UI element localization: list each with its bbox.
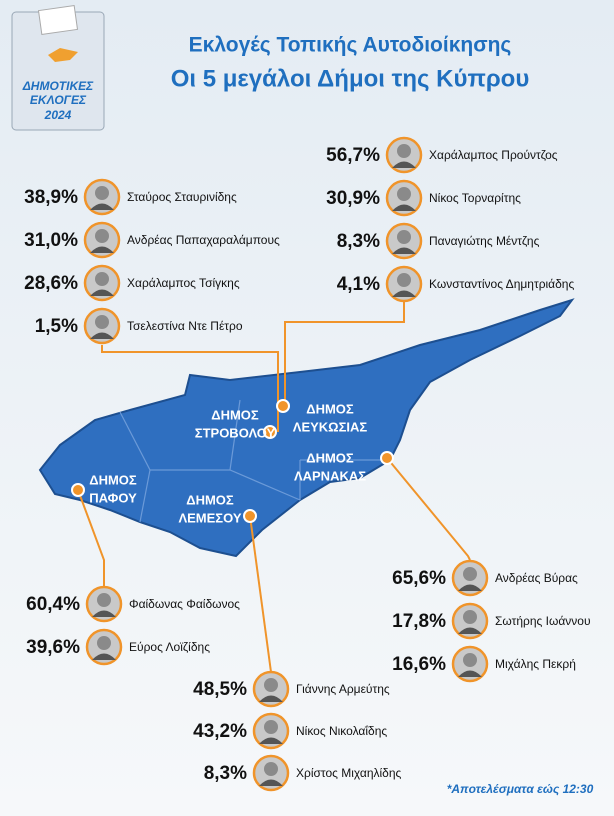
percentage: 8,3% [337,231,380,252]
photo-head [463,653,477,667]
photo-head [264,762,278,776]
map-label: ΔΗΜΟΣ [211,407,259,422]
location-dot [71,483,85,497]
photo-body [90,246,114,253]
location-dot [276,399,290,413]
photo-body [90,289,114,296]
photo-head [264,678,278,692]
location-dot [263,425,277,439]
photo-head [397,144,411,158]
map-label: ΣΤΡΟΒΟΛΟΥ [195,425,276,440]
photo-body [392,290,416,297]
candidate-name: Τσελεστίνα Ντε Πέτρο [127,319,243,333]
photo-body [458,584,482,591]
percentage: 43,2% [193,721,247,742]
candidate-name: Μιχάλης Πεκρή [495,657,576,671]
photo-head [95,315,109,329]
candidate-name: Γιάννης Αρμεύτης [296,682,390,696]
candidate-name: Νίκος Νικολαΐδης [296,724,387,738]
candidate-name: Νίκος Τορναρίτης [429,191,521,205]
footnote: *Αποτελέσματα εώς 12:30 [447,782,594,796]
logo-text: ΔΗΜΟΤΙΚΕΣ [22,79,94,93]
photo-head [97,593,111,607]
percentage: 38,9% [24,187,78,208]
title: Εκλογές Τοπικής Αυτοδιοίκησης [189,34,512,57]
photo-head [95,229,109,243]
candidate-name: Χαράλαμπος Τσίγκης [127,276,240,290]
logo-text: 2024 [44,108,72,122]
photo-head [95,186,109,200]
percentage: 31,0% [24,230,78,251]
map-label: ΛΕΥΚΩΣΙΑΣ [293,419,368,434]
photo-body [92,610,116,617]
candidate-name: Φαίδωνας Φαίδωνος [129,597,240,611]
logo-text: ΕΚΛΟΓΕΣ [30,93,87,107]
photo-head [264,720,278,734]
location-dot [380,451,394,465]
photo-body [392,161,416,168]
photo-body [92,653,116,660]
photo-body [90,332,114,339]
candidate-name: Ανδρέας Βύρας [495,571,578,585]
map-borders [119,399,390,523]
percentage: 1,5% [35,316,78,337]
photo-head [397,187,411,201]
percentage: 17,8% [392,611,446,632]
photo-body [458,627,482,634]
percentage: 56,7% [326,145,380,166]
photo-head [463,567,477,581]
photo-head [397,230,411,244]
photo-body [458,670,482,677]
percentage: 8,3% [204,763,247,784]
percentage: 16,6% [392,654,446,675]
candidate-name: Εύρος Λοϊζίδης [129,640,210,654]
photo-body [90,203,114,210]
map-label: ΔΗΜΟΣ [89,472,137,487]
percentage: 48,5% [193,679,247,700]
photo-head [463,610,477,624]
photo-body [392,247,416,254]
subtitle: Οι 5 μεγάλοι Δήμοι της Κύπρου [171,65,530,92]
candidate-name: Χαράλαμπος Προύντζος [429,148,558,162]
connector [284,300,405,406]
percentage: 4,1% [337,274,380,295]
candidate-name: Ανδρέας Παπαχαραλάμπους [127,233,280,247]
map-label: ΛΑΡΝΑΚΑΣ [294,468,366,483]
photo-head [97,636,111,650]
candidate-name: Σταύρος Σταυρινίδης [127,190,237,204]
location-dot [243,509,257,523]
candidate-name: Παναγιώτης Μέντζης [429,234,540,248]
photo-body [259,779,283,786]
map-cyprus [38,298,575,558]
map-label: ΔΗΜΟΣ [306,450,354,465]
connector [101,345,279,432]
map-label: ΛΕΜΕΣΟΥ [178,510,241,525]
candidate-name: Σωτήρης Ιωάννου [495,614,591,628]
candidate-name: Κωνσταντίνος Δημητριάδης [429,277,574,291]
photo-body [259,695,283,702]
photo-head [397,273,411,287]
photo-body [392,204,416,211]
percentage: 30,9% [326,188,380,209]
map-label: ΔΗΜΟΣ [186,492,234,507]
map-label: ΠΑΦΟΥ [89,490,137,505]
connector [77,489,105,586]
connector [249,515,272,673]
map-label: ΔΗΜΟΣ [306,401,354,416]
percentage: 39,6% [26,637,80,658]
photo-body [259,737,283,744]
candidate-name: Χρίστος Μιχαηλίδης [296,766,402,780]
percentage: 65,6% [392,568,446,589]
percentage: 28,6% [24,273,78,294]
photo-head [95,272,109,286]
percentage: 60,4% [26,594,80,615]
connector [386,457,471,561]
logo: ΔΗΜΟΤΙΚΕΣ ΕΚΛΟΓΕΣ 2024 [11,5,105,131]
